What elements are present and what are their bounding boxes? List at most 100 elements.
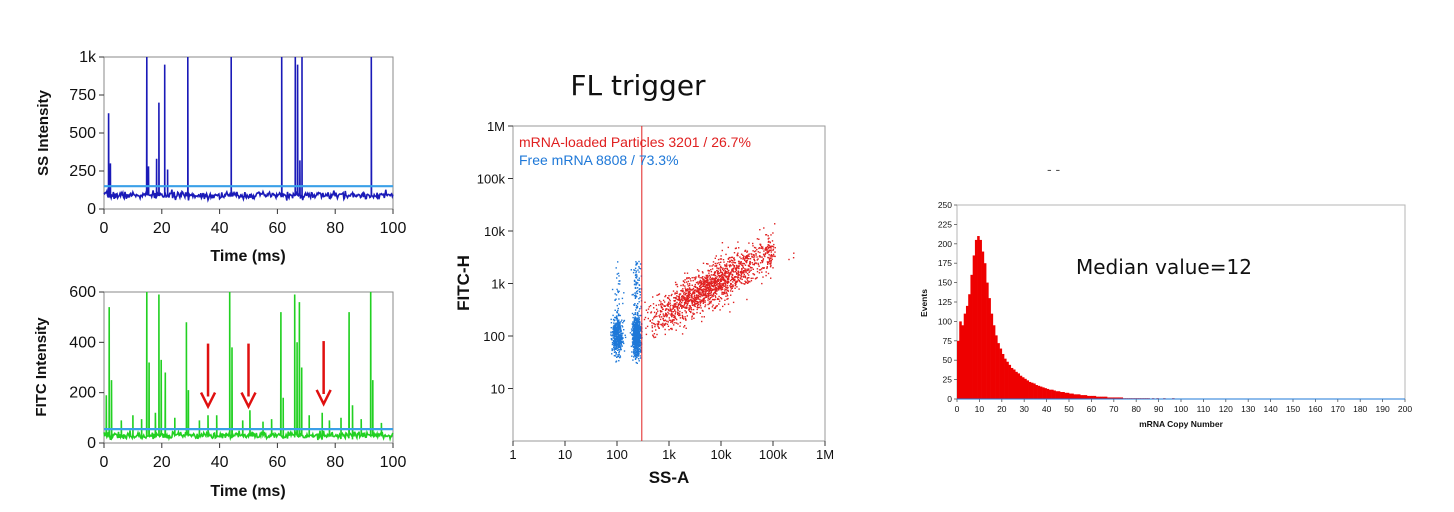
scatter-point — [738, 265, 741, 267]
scatter-point — [708, 274, 711, 277]
scatter-point — [714, 292, 717, 294]
histogram-y-tick-label: 75 — [943, 336, 953, 346]
scatter-point — [724, 267, 727, 270]
scatter-point — [613, 319, 615, 322]
scatter-point — [692, 288, 694, 291]
scatter-point — [724, 292, 726, 295]
scatter-point — [639, 314, 641, 317]
scatter-point — [705, 291, 707, 293]
scatter-point — [712, 309, 714, 312]
scatter-y-tick-label: 100k — [477, 172, 506, 187]
scatter-point — [691, 277, 693, 279]
scatter-point — [684, 294, 686, 296]
scatter-point — [638, 335, 641, 337]
scatter-point — [731, 276, 733, 278]
ss-y-tick-label: 500 — [69, 125, 96, 142]
scatter-point — [615, 316, 617, 319]
scatter-point — [634, 296, 637, 298]
scatter-point — [618, 350, 621, 353]
scatter-point — [656, 308, 658, 311]
scatter-point — [690, 311, 692, 314]
scatter-point — [673, 314, 675, 317]
scatter-point — [764, 253, 767, 255]
scatter-point — [711, 278, 713, 280]
scatter-point — [678, 295, 680, 297]
scatter-point — [757, 258, 759, 260]
scatter-point — [613, 341, 615, 343]
scatter-point — [617, 335, 619, 338]
scatter-point — [708, 298, 711, 301]
scatter-point — [748, 268, 750, 270]
scatter-point — [696, 287, 699, 289]
scatter-point — [679, 293, 682, 295]
scatter-point — [688, 296, 691, 299]
scatter-point — [632, 338, 634, 341]
scatter-point — [619, 355, 621, 357]
scatter-point — [691, 300, 693, 303]
scatter-point — [709, 282, 711, 284]
scatter-point — [671, 327, 673, 330]
scatter-point — [677, 311, 679, 313]
scatter-point — [638, 310, 640, 312]
scatter-point — [732, 264, 734, 266]
scatter-point — [613, 336, 615, 339]
scatter-point — [631, 344, 634, 347]
scatter-point — [654, 324, 656, 326]
scatter-point — [677, 314, 680, 316]
scatter-point — [663, 319, 665, 322]
fitc-x-tick-label: 0 — [100, 454, 109, 471]
scatter-point — [718, 263, 721, 266]
scatter-point — [690, 311, 692, 313]
scatter-point — [722, 268, 724, 271]
histogram-bar — [1021, 377, 1025, 399]
scatter-point — [732, 301, 735, 304]
histogram-bar — [990, 313, 994, 399]
scatter-point — [699, 292, 701, 294]
scatter-point — [732, 281, 734, 283]
scatter-point — [640, 336, 642, 338]
scatter-point — [636, 283, 638, 285]
ss-x-tick-label: 80 — [326, 220, 344, 237]
scatter-point — [732, 277, 734, 279]
scatter-point — [720, 288, 723, 291]
scatter-point — [688, 305, 691, 307]
scatter-point — [615, 336, 617, 338]
scatter-point — [727, 297, 729, 300]
scatter-point — [702, 297, 705, 300]
scatter-point — [616, 336, 618, 338]
scatter-point — [736, 253, 739, 256]
histogram-bar — [1057, 391, 1061, 399]
scatter-point — [674, 309, 676, 311]
scatter-point — [668, 319, 671, 321]
scatter-point — [721, 284, 724, 286]
scatter-point — [708, 290, 711, 292]
scatter-point — [701, 295, 704, 297]
scatter-point — [726, 268, 729, 271]
scatter-point — [710, 287, 712, 290]
scatter-point — [722, 259, 725, 261]
scatter-point — [708, 284, 711, 286]
scatter-point — [682, 284, 684, 287]
histogram-y-tick-label: 175 — [938, 258, 952, 268]
ss-plot-area — [103, 56, 394, 210]
scatter-point — [693, 285, 695, 288]
scatter-point — [742, 267, 745, 269]
histogram-bar — [1053, 390, 1056, 399]
scatter-point — [716, 279, 719, 281]
scatter-point — [729, 264, 731, 266]
scatter-point — [682, 299, 684, 302]
scatter-point — [617, 261, 619, 263]
histogram-y-tick-label: 150 — [938, 278, 952, 288]
scatter-point — [691, 316, 693, 318]
scatter-point — [724, 273, 727, 275]
scatter-point — [632, 359, 634, 361]
scatter-point — [725, 295, 727, 297]
scatter-point — [725, 291, 728, 293]
scatter-point — [632, 343, 635, 346]
scatter-point — [687, 285, 689, 287]
scatter-point — [652, 303, 655, 305]
scatter-point — [681, 305, 683, 307]
scatter-point — [681, 312, 683, 314]
scatter-point — [640, 329, 642, 331]
scatter-point — [740, 282, 742, 284]
